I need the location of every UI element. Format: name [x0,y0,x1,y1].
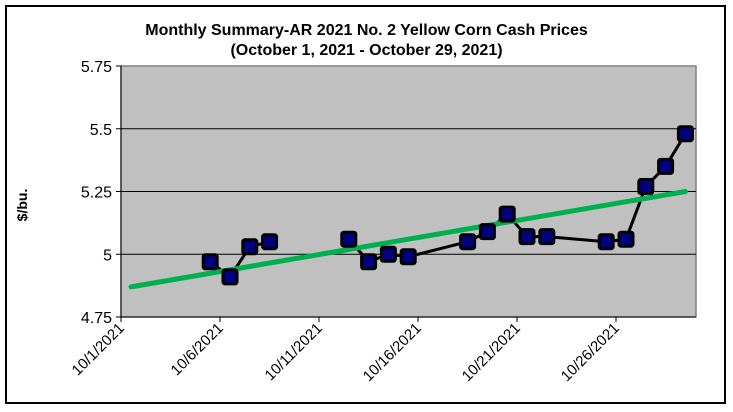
x-tick-label: 10/6/2021 [168,320,227,379]
data-point-marker [617,230,635,248]
data-point-marker [241,238,259,256]
x-tick-label: 10/26/2021 [558,320,623,385]
y-tick-label: 5.5 [90,122,112,139]
data-point-marker [340,230,358,248]
chart-title: Monthly Summary-AR 2021 No. 2 Yellow Cor… [145,22,588,39]
x-tick-label: 10/1/2021 [69,320,128,379]
y-tick-label: 5 [103,247,112,264]
data-point-marker [498,205,516,223]
y-tick-label: 5.75 [81,59,112,76]
data-point-marker [676,125,694,143]
data-point-marker [221,268,239,286]
data-point-marker [379,245,397,263]
x-tick-label: 10/16/2021 [360,320,425,385]
data-point-marker [657,157,675,175]
chart-subtitle: (October 1, 2021 - October 29, 2021) [230,42,503,59]
data-point-marker [478,223,496,241]
data-point-marker [399,248,417,266]
data-point-marker [518,228,536,246]
x-tick-label: 10/11/2021 [262,320,326,384]
y-tick-label: 4.75 [81,310,112,327]
data-point-marker [201,253,219,271]
data-point-marker [597,233,615,251]
x-tick-label: 10/21/2021 [459,320,524,385]
data-point-marker [261,233,279,251]
data-point-marker [637,177,655,195]
data-point-marker [538,228,556,246]
y-tick-label: 5.25 [81,185,112,202]
data-point-marker [360,253,378,271]
data-point-marker [459,233,477,251]
